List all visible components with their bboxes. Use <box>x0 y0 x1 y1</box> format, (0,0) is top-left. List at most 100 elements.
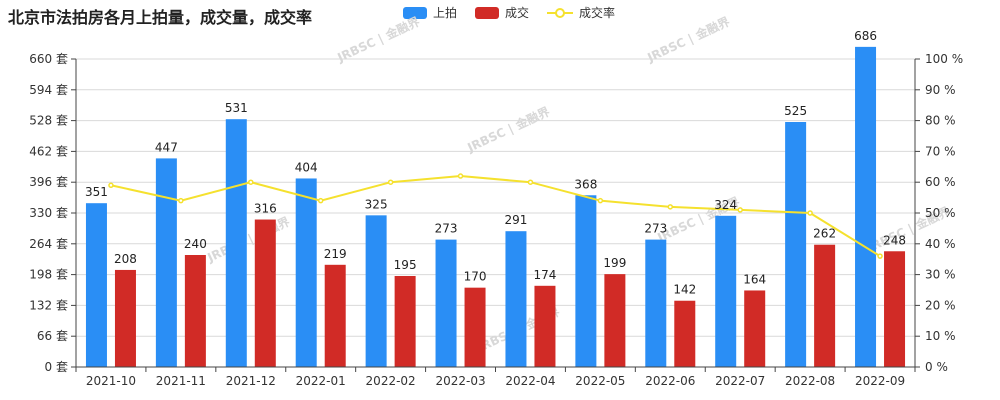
x-tick-label: 2022-05 <box>575 374 625 388</box>
y-left-tick-label: 66 套 <box>37 329 68 343</box>
bar-listed-2022-09 <box>855 46 877 367</box>
chart-legend: 上拍 成交 成交率 <box>403 4 615 21</box>
rate-point-2022-06 <box>667 204 674 210</box>
x-tick-label: 2022-06 <box>645 374 695 388</box>
x-tick-label: 2021-12 <box>226 374 276 388</box>
rate-point-2021-10 <box>108 182 114 189</box>
bar-listed-2022-06 <box>645 239 667 367</box>
bar-label-listed: 324 <box>714 198 737 212</box>
bar-sold-2022-06 <box>674 300 696 367</box>
x-tick-label: 2022-02 <box>366 374 416 388</box>
bar-label-listed: 686 <box>854 29 877 43</box>
bar-listed-2022-04 <box>505 231 527 367</box>
bar-sold-2022-05 <box>604 274 626 367</box>
bar-label-listed: 273 <box>435 222 458 236</box>
bar-sold-2022-09 <box>884 251 906 367</box>
bar-label-listed: 351 <box>85 185 108 199</box>
rate-point-2022-07 <box>737 207 743 213</box>
y-right-tick-label: 40 % <box>925 237 956 251</box>
bar-label-listed: 273 <box>644 222 667 236</box>
y-left-tick-label: 0 套 <box>45 360 68 374</box>
bar-listed-2022-02 <box>365 215 387 367</box>
y-left-tick-label: 396 套 <box>29 175 68 189</box>
y-left-tick-label: 660 套 <box>29 52 68 66</box>
bar-label-listed: 291 <box>505 213 528 227</box>
y-right-tick-label: 0 % <box>925 360 948 374</box>
bar-label-sold: 240 <box>184 237 207 251</box>
rate-point-2022-08 <box>807 210 813 216</box>
legend-label-listed: 上拍 <box>433 6 458 20</box>
bar-label-sold: 195 <box>394 258 417 272</box>
chart-title: 北京市法拍房各月上拍量，成交量，成交率 <box>8 8 313 27</box>
y-right-tick-label: 80 % <box>925 114 956 128</box>
y-right-tick-label: 50 % <box>925 206 956 220</box>
x-tick-label: 2021-11 <box>156 374 206 388</box>
rate-point-2022-04 <box>527 179 534 185</box>
bar-listed-2022-07 <box>715 215 737 367</box>
y-right-tick-label: 70 % <box>925 144 956 158</box>
y-right-tick-label: 30 % <box>925 268 956 282</box>
rate-line <box>110 175 881 257</box>
bar-label-listed: 368 <box>574 177 597 191</box>
bar-label-listed: 447 <box>155 140 178 154</box>
x-tick-label: 2022-07 <box>715 374 765 388</box>
bar-listed-2022-03 <box>435 239 457 367</box>
y-left-tick-label: 594 套 <box>29 83 68 97</box>
bar-label-sold: 248 <box>883 233 906 247</box>
bar-listed-2022-05 <box>575 195 597 367</box>
y-right-tick-label: 100 % <box>925 52 963 66</box>
bar-sold-2021-10 <box>114 269 136 367</box>
rate-point-2022-09 <box>877 253 883 259</box>
legend-swatch-sold <box>475 6 500 19</box>
watermark-0: JRBSC | 金融界 <box>334 13 422 65</box>
rate-point-2022-05 <box>597 197 604 204</box>
y-right-tick-label: 60 % <box>925 175 956 189</box>
y-right-tick-label: 20 % <box>925 298 956 312</box>
bar-label-listed: 531 <box>225 101 248 115</box>
y-left-tick-label: 330 套 <box>29 206 68 220</box>
x-tick-label: 2021-10 <box>86 374 136 388</box>
y-right-tick-label: 90 % <box>925 83 956 97</box>
x-tick-label: 2022-01 <box>296 374 346 388</box>
y-right-tick-label: 10 % <box>925 329 956 343</box>
watermark-4: JRBSC | 金融界 <box>204 213 292 265</box>
bar-sold-2022-08 <box>814 244 836 367</box>
bar-listed-2022-01 <box>295 178 317 367</box>
bar-sold-2021-12 <box>254 219 276 367</box>
bar-sold-2022-01 <box>324 264 346 367</box>
bar-sold-2022-07 <box>744 290 766 367</box>
bar-label-sold: 174 <box>534 268 557 282</box>
bar-listed-2021-11 <box>155 158 177 367</box>
rate-point-2022-02 <box>387 179 394 185</box>
y-left-tick-label: 132 套 <box>29 298 68 312</box>
y-left-tick-label: 462 套 <box>29 144 68 158</box>
bar-label-sold: 262 <box>813 227 836 241</box>
x-tick-label: 2022-04 <box>505 374 555 388</box>
bar-label-sold: 199 <box>603 256 626 270</box>
bar-listed-2021-10 <box>85 203 107 367</box>
bar-label-sold: 142 <box>673 283 696 297</box>
y-left-tick-label: 198 套 <box>29 268 68 282</box>
bar-sold-2021-11 <box>184 255 206 367</box>
bar-label-listed: 404 <box>295 160 318 174</box>
legend-swatch-rate <box>547 7 574 19</box>
legend-swatch-listed <box>403 6 427 19</box>
bar-sold-2022-02 <box>394 276 416 367</box>
bar-label-sold: 316 <box>254 202 277 216</box>
bar-listed-2021-12 <box>225 119 247 367</box>
x-tick-label: 2022-09 <box>855 374 905 388</box>
x-tick-label: 2022-03 <box>435 374 485 388</box>
rate-point-2021-12 <box>248 179 254 185</box>
legend-label-rate: 成交率 <box>579 6 616 20</box>
y-left-tick-label: 264 套 <box>29 237 68 251</box>
bar-label-sold: 170 <box>464 270 487 284</box>
rate-point-2021-11 <box>178 197 184 204</box>
legend-item-sold[interactable]: 成交 <box>475 4 529 21</box>
legend-item-rate[interactable]: 成交率 <box>547 4 615 21</box>
watermark-1: JRBSC | 金融界 <box>644 13 732 65</box>
legend-item-listed[interactable]: 上拍 <box>403 4 457 21</box>
bar-listed-2022-08 <box>785 122 807 367</box>
rate-point-2022-01 <box>317 197 324 204</box>
bar-label-listed: 325 <box>365 197 388 211</box>
